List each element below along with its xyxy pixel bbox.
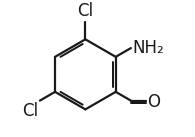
Text: NH₂: NH₂ — [132, 39, 164, 57]
Text: O: O — [147, 93, 160, 111]
Text: Cl: Cl — [22, 102, 39, 120]
Text: Cl: Cl — [77, 2, 93, 20]
